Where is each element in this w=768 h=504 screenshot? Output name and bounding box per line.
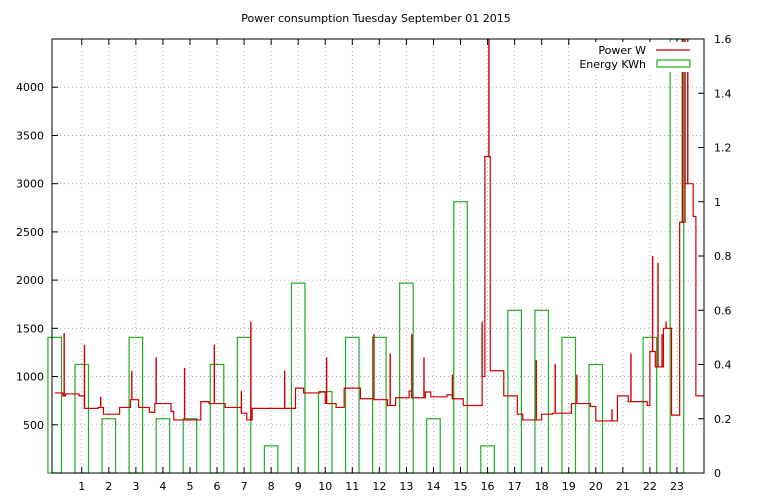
y-right-tick-label: 0.8 [714, 250, 732, 263]
energy-bar [426, 418, 441, 474]
x-tick-label: 11 [345, 480, 359, 493]
y-left-tick-label: 1500 [16, 322, 44, 335]
y-left-tick-label: 3500 [16, 129, 44, 142]
y-left-tick-label: 2000 [16, 274, 44, 287]
energy-bar [453, 201, 468, 474]
x-tick-label: 17 [508, 480, 522, 493]
grid-lines [52, 39, 704, 473]
power-line [54, 156, 704, 422]
energy-bar [155, 418, 171, 474]
x-axis: 1 2 3 4 5 6 7 8 9 10 11 12 13 14 15 16 17 18 19 20 21 22 23 [78, 39, 684, 493]
x-tick-label: 5 [186, 480, 193, 493]
energy-bar [74, 363, 90, 474]
x-tick-label: 13 [399, 480, 413, 493]
y-left-tick-label: 4000 [16, 81, 44, 94]
y-right-tick-label: 0.6 [714, 304, 732, 317]
y-left-tick-label: 1000 [16, 371, 44, 384]
energy-bar [561, 336, 577, 474]
legend-energy-swatch [656, 59, 691, 68]
x-tick-label: 18 [535, 480, 549, 493]
x-tick-label: 21 [616, 480, 630, 493]
x-tick-label: 1 [78, 480, 85, 493]
chart-title: Power consumption Tuesday September 01 2… [241, 12, 511, 25]
legend: Power W Energy KWh [578, 42, 696, 72]
x-tick-label: 9 [295, 480, 302, 493]
x-tick-label: 15 [454, 480, 468, 493]
x-tick-label: 8 [268, 480, 275, 493]
y-right-tick-label: 1.6 [714, 33, 732, 46]
y-left-tick-label: 2500 [16, 226, 44, 239]
energy-bar [128, 336, 144, 474]
y-right-tick-label: 0 [714, 467, 721, 480]
energy-bar [182, 418, 198, 474]
x-tick-label: 6 [214, 480, 221, 493]
y-right-tick-label: 0.4 [714, 359, 732, 372]
x-tick-label: 23 [670, 480, 684, 493]
y-axis-right: 0 0.2 0.4 0.6 0.8 1 1.2 1.4 1.6 [698, 33, 732, 480]
x-tick-label: 22 [643, 480, 657, 493]
legend-energy-label: Energy KWh [579, 58, 646, 71]
y-left-tick-label: 500 [23, 419, 44, 432]
energy-bar [236, 336, 252, 474]
y-right-tick-label: 0.2 [714, 413, 732, 426]
x-tick-label: 4 [159, 480, 166, 493]
x-tick-label: 14 [426, 480, 440, 493]
x-tick-label: 16 [481, 480, 495, 493]
energy-bar [344, 336, 360, 474]
energy-bar [47, 336, 63, 474]
y-right-tick-label: 1.4 [714, 87, 732, 100]
x-tick-label: 12 [372, 480, 386, 493]
x-tick-label: 19 [562, 480, 576, 493]
x-tick-label: 2 [105, 480, 112, 493]
y-left-tick-label: 3000 [16, 178, 44, 191]
y-right-tick-label: 1 [714, 196, 721, 209]
energy-bar [209, 363, 225, 474]
x-tick-label: 10 [318, 480, 332, 493]
power-line-layer [54, 39, 704, 422]
energy-bar [101, 418, 117, 474]
legend-power-label: Power W [598, 44, 646, 57]
y-axis-left: 500 1000 1500 2000 2500 3000 3500 4000 [16, 81, 58, 432]
x-tick-label: 7 [241, 480, 248, 493]
x-tick-label: 20 [589, 480, 603, 493]
x-tick-label: 3 [132, 480, 139, 493]
y-right-tick-label: 1.2 [714, 142, 732, 155]
